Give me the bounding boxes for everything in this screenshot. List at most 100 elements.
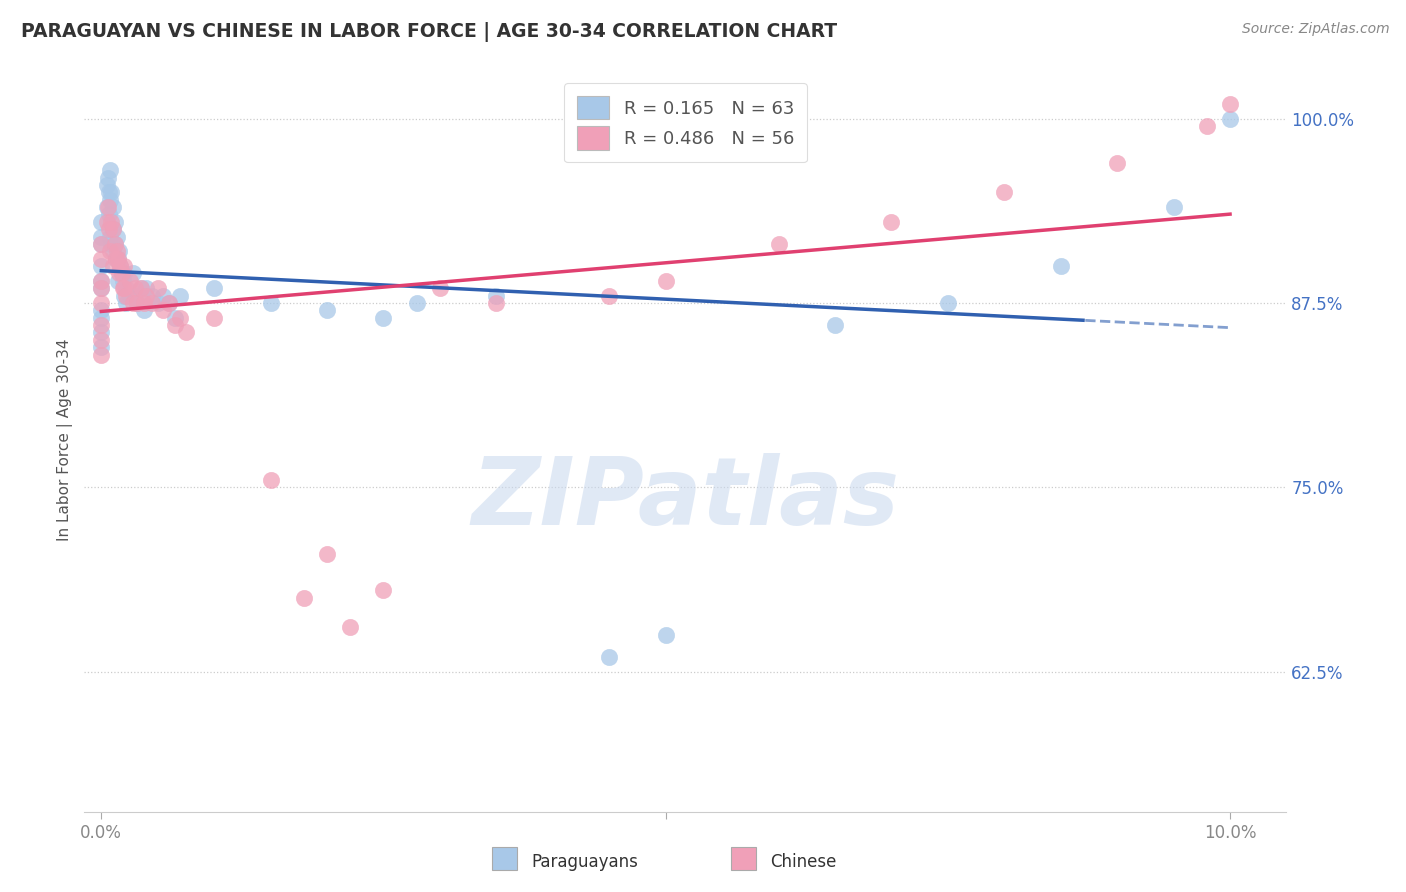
Point [90, 296, 112, 310]
Point [104, 215, 127, 229]
Point [163, 318, 186, 332]
Point [1219, 112, 1241, 126]
Point [90, 340, 112, 354]
Point [90, 326, 112, 340]
Point [134, 303, 156, 318]
Point [97, 200, 120, 214]
Point [110, 266, 132, 280]
Point [373, 310, 395, 325]
Point [135, 288, 157, 302]
Point [294, 591, 316, 605]
Point [108, 266, 131, 280]
Point [90, 303, 112, 318]
Point [107, 252, 129, 266]
Point [202, 281, 225, 295]
Point [174, 326, 197, 340]
Point [259, 473, 281, 487]
Point [127, 296, 149, 310]
Point [96, 178, 118, 192]
Text: Source: ZipAtlas.com: Source: ZipAtlas.com [1241, 22, 1389, 37]
Point [107, 274, 129, 288]
Point [100, 236, 122, 251]
Point [112, 266, 135, 280]
Point [115, 281, 138, 295]
Point [1197, 119, 1219, 133]
Point [98, 244, 121, 259]
Point [824, 318, 846, 332]
Point [259, 296, 281, 310]
Point [406, 296, 429, 310]
Point [146, 281, 169, 295]
Point [98, 193, 121, 207]
Point [90, 236, 112, 251]
Point [157, 296, 180, 310]
Point [598, 288, 620, 302]
Point [90, 252, 112, 266]
Point [90, 274, 112, 288]
Point [112, 259, 135, 273]
Point [112, 288, 135, 302]
Point [90, 259, 112, 273]
Point [98, 186, 121, 200]
Point [1107, 155, 1129, 169]
Point [115, 288, 138, 302]
Point [485, 288, 508, 302]
Point [90, 274, 112, 288]
Point [90, 310, 112, 325]
Point [90, 333, 112, 347]
Point [880, 215, 903, 229]
Text: PARAGUAYAN VS CHINESE IN LABOR FORCE | AGE 30-34 CORRELATION CHART: PARAGUAYAN VS CHINESE IN LABOR FORCE | A… [21, 22, 837, 42]
Point [107, 252, 129, 266]
Point [96, 200, 118, 214]
Point [122, 266, 145, 280]
Text: Chinese: Chinese [770, 853, 837, 871]
Point [157, 296, 180, 310]
Point [104, 252, 127, 266]
Point [1219, 96, 1241, 111]
Point [141, 288, 163, 302]
Point [316, 547, 339, 561]
Text: Paraguayans: Paraguayans [531, 853, 638, 871]
Point [90, 236, 112, 251]
Point [1049, 259, 1071, 273]
Point [104, 236, 127, 251]
Point [654, 274, 676, 288]
Point [993, 186, 1015, 200]
Point [90, 318, 112, 332]
Point [373, 583, 395, 598]
Point [936, 296, 959, 310]
Point [90, 347, 112, 361]
Point [98, 222, 121, 236]
Point [105, 244, 128, 259]
Point [127, 296, 149, 310]
Point [129, 281, 152, 295]
Point [115, 296, 138, 310]
Point [111, 281, 134, 295]
Point [100, 215, 122, 229]
Point [598, 649, 620, 664]
Point [104, 236, 127, 251]
Point [163, 310, 186, 325]
Point [118, 274, 141, 288]
Point [429, 281, 451, 295]
Legend: R = 0.165   N = 63, R = 0.486   N = 56: R = 0.165 N = 63, R = 0.486 N = 56 [564, 83, 807, 162]
Point [118, 288, 141, 302]
Text: ZIPatlas: ZIPatlas [471, 453, 900, 545]
Point [654, 628, 676, 642]
Point [112, 281, 135, 295]
Point [135, 281, 157, 295]
Y-axis label: In Labor Force | Age 30-34: In Labor Force | Age 30-34 [58, 338, 73, 541]
Point [316, 303, 339, 318]
Point [105, 229, 128, 244]
Point [129, 281, 152, 295]
Point [110, 266, 132, 280]
Point [90, 229, 112, 244]
Point [108, 244, 131, 259]
Point [90, 281, 112, 295]
Point [98, 229, 121, 244]
Point [122, 296, 145, 310]
Point [104, 252, 127, 266]
Point [110, 259, 132, 273]
Point [97, 170, 120, 185]
Point [124, 288, 146, 302]
